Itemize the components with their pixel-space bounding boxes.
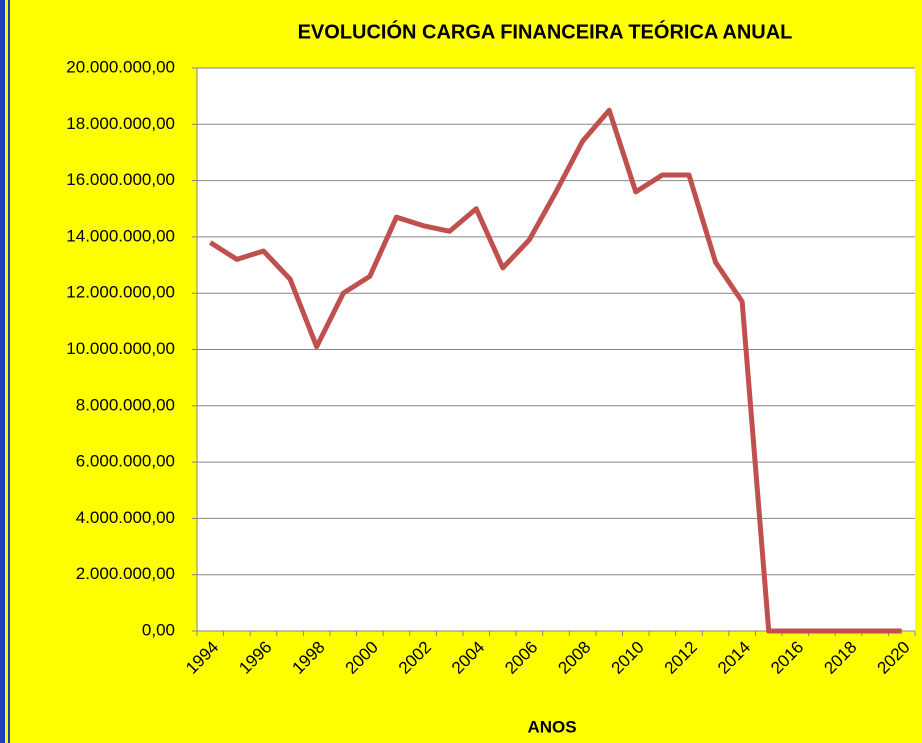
y-tick-label: 12.000.000,00 bbox=[66, 283, 175, 302]
y-tick-label: 14.000.000,00 bbox=[66, 226, 175, 245]
y-tick-label: 8.000.000,00 bbox=[76, 395, 175, 414]
y-tick-label: 0,00 bbox=[142, 620, 175, 639]
y-tick-label: 6.000.000,00 bbox=[76, 452, 175, 471]
line-series bbox=[208, 107, 902, 634]
y-tick-label: 16.000.000,00 bbox=[66, 170, 175, 189]
left-border bbox=[0, 0, 5, 743]
chart-title: EVOLUCIÓN CARGA FINANCEIRA TEÓRICA ANUAL bbox=[298, 19, 793, 43]
y-tick-label: 20.000.000,00 bbox=[66, 57, 175, 76]
y-tick-label: 18.000.000,00 bbox=[66, 114, 175, 133]
x-axis-label: ANOS bbox=[527, 717, 576, 736]
y-tick-label: 10.000.000,00 bbox=[66, 339, 175, 358]
y-tick-label: 2.000.000,00 bbox=[76, 564, 175, 583]
y-tick-label: 4.000.000,00 bbox=[76, 508, 175, 527]
